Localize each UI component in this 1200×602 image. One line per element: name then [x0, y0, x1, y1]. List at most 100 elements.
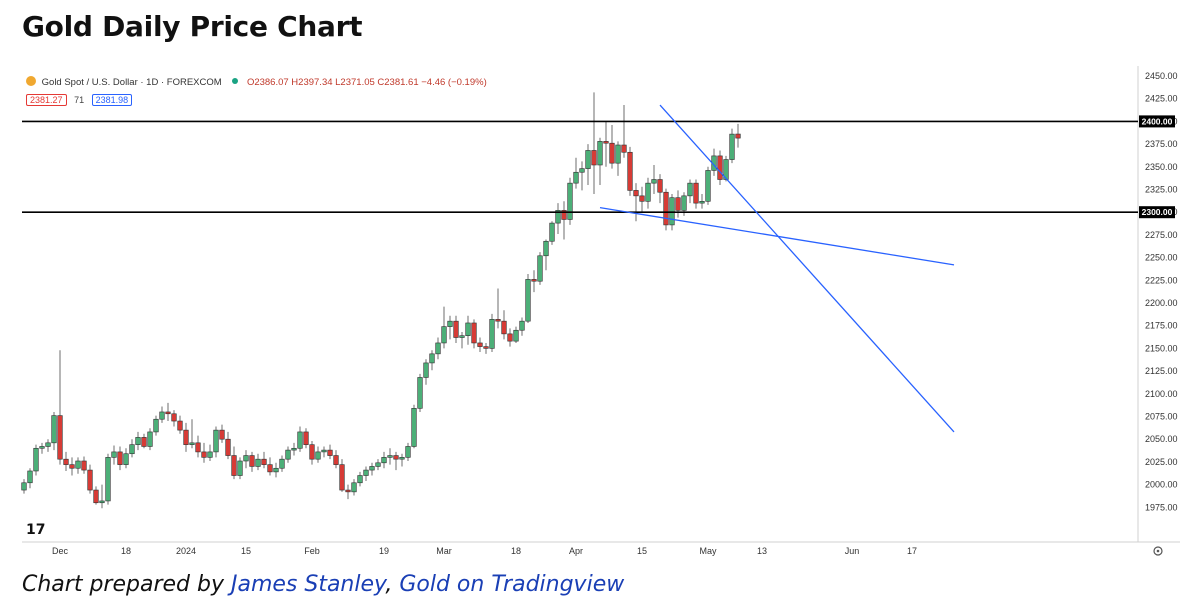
candle-up[interactable]	[441, 326, 447, 344]
candle-down[interactable]	[675, 197, 681, 211]
candle-down[interactable]	[621, 144, 627, 153]
candle-down[interactable]	[603, 141, 609, 144]
candle-down[interactable]	[507, 333, 513, 342]
candle-down[interactable]	[261, 458, 267, 465]
candle-down[interactable]	[639, 195, 645, 202]
candle-down[interactable]	[531, 279, 537, 282]
candle-down[interactable]	[495, 319, 501, 322]
candle-up[interactable]	[21, 482, 27, 491]
candle-up[interactable]	[33, 447, 39, 472]
candle-up[interactable]	[159, 411, 165, 420]
candle-up[interactable]	[273, 467, 279, 473]
caption-author-link[interactable]: James Stanley	[230, 572, 386, 597]
candle-up[interactable]	[705, 170, 711, 202]
candle-up[interactable]	[387, 455, 393, 458]
candle-up[interactable]	[147, 431, 153, 447]
candle-up[interactable]	[279, 458, 285, 469]
candle-up[interactable]	[411, 408, 417, 447]
candle-up[interactable]	[549, 222, 555, 242]
candle-up[interactable]	[573, 171, 579, 184]
candle-down[interactable]	[267, 464, 273, 473]
candle-up[interactable]	[699, 201, 705, 204]
candle-down[interactable]	[627, 151, 633, 191]
candle-down[interactable]	[327, 449, 333, 456]
candle-down[interactable]	[81, 460, 87, 471]
candle-up[interactable]	[519, 320, 525, 331]
candle-down[interactable]	[171, 413, 177, 422]
candle-down[interactable]	[477, 342, 483, 347]
candle-up[interactable]	[489, 319, 495, 349]
candle-down[interactable]	[177, 420, 183, 431]
candle-up[interactable]	[369, 466, 375, 471]
candle-up[interactable]	[669, 197, 675, 226]
candle-up[interactable]	[153, 418, 159, 433]
candle-up[interactable]	[459, 335, 465, 338]
candle-down[interactable]	[333, 455, 339, 465]
candle-up[interactable]	[357, 475, 363, 484]
candle-down[interactable]	[393, 455, 399, 460]
candle-up[interactable]	[207, 451, 213, 458]
candle-up[interactable]	[615, 144, 621, 164]
candle-up[interactable]	[213, 429, 219, 453]
candle-up[interactable]	[27, 470, 33, 484]
candle-up[interactable]	[123, 453, 129, 465]
trendline[interactable]	[599, 207, 955, 266]
bid-price[interactable]: 2381.27	[26, 94, 67, 106]
candle-up[interactable]	[537, 255, 543, 282]
candle-up[interactable]	[543, 240, 549, 257]
chart-area[interactable]: 1975.00 2000.00 2025.00 2050.00 2075.00 2100.…	[0, 66, 1200, 566]
candle-up[interactable]	[651, 179, 657, 184]
candle-down[interactable]	[663, 191, 669, 226]
candle-up[interactable]	[525, 279, 531, 322]
caption-source-link[interactable]: Gold on Tradingview	[399, 572, 625, 597]
candle-down[interactable]	[87, 469, 93, 491]
candle-up[interactable]	[723, 159, 729, 180]
candle-up[interactable]	[297, 431, 303, 449]
candle-down[interactable]	[471, 322, 477, 344]
candle-up[interactable]	[45, 442, 51, 447]
candle-up[interactable]	[255, 458, 261, 467]
candle-up[interactable]	[405, 446, 411, 458]
candle-down[interactable]	[717, 155, 723, 180]
candle-down[interactable]	[501, 320, 507, 335]
candle-up[interactable]	[567, 182, 573, 220]
candle-up[interactable]	[237, 460, 243, 476]
candle-down[interactable]	[483, 346, 489, 349]
candle-down[interactable]	[339, 464, 345, 491]
candle-up[interactable]	[99, 500, 105, 504]
candle-up[interactable]	[435, 342, 441, 355]
candle-up[interactable]	[189, 442, 195, 445]
candle-down[interactable]	[657, 179, 663, 193]
candle-down[interactable]	[225, 438, 231, 456]
candle-up[interactable]	[51, 415, 57, 444]
candle-down[interactable]	[219, 429, 225, 440]
candle-up[interactable]	[129, 444, 135, 455]
candle-down[interactable]	[303, 431, 309, 445]
candle-up[interactable]	[465, 322, 471, 336]
candle-down[interactable]	[93, 489, 99, 504]
price-chart[interactable]: 1975.00 2000.00 2025.00 2050.00 2075.00 2100.…	[0, 66, 1200, 566]
candle-up[interactable]	[39, 446, 45, 449]
candle-up[interactable]	[417, 377, 423, 409]
candle-up[interactable]	[555, 210, 561, 224]
symbol-name[interactable]: Gold Spot / U.S. Dollar · 1D · FOREXCOM	[41, 77, 222, 88]
candle-down[interactable]	[453, 320, 459, 338]
candle-up[interactable]	[399, 457, 405, 460]
candle-up[interactable]	[579, 168, 585, 173]
candle-up[interactable]	[291, 447, 297, 451]
candle-down[interactable]	[693, 182, 699, 204]
candle-up[interactable]	[351, 482, 357, 493]
candle-down[interactable]	[141, 437, 147, 447]
candle-down[interactable]	[69, 464, 75, 469]
candle-down[interactable]	[591, 150, 597, 166]
candle-up[interactable]	[681, 195, 687, 211]
candle-down[interactable]	[201, 451, 207, 458]
candle-down[interactable]	[195, 442, 201, 453]
candle-up[interactable]	[423, 362, 429, 378]
candle-up[interactable]	[135, 437, 141, 445]
candle-up[interactable]	[315, 451, 321, 460]
candle-up[interactable]	[729, 133, 735, 160]
candle-down[interactable]	[735, 133, 741, 139]
candle-down[interactable]	[561, 210, 567, 220]
candle-up[interactable]	[285, 449, 291, 460]
